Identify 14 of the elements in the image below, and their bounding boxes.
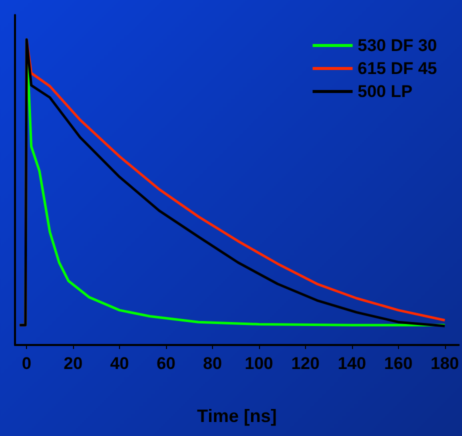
- legend-label: 530 DF 30: [358, 36, 438, 55]
- x-tick-label: 40: [110, 354, 130, 373]
- x-tick-label: 20: [64, 354, 83, 373]
- x-tick-label: 60: [156, 354, 176, 373]
- x-tick-label: 100: [244, 354, 274, 373]
- legend-label: 615 DF 45: [358, 59, 438, 78]
- legend-label: 500 LP: [358, 82, 412, 101]
- x-axis-title: Time [ns]: [197, 406, 277, 426]
- x-tick-label: 80: [203, 354, 222, 373]
- x-tick-label: 0: [22, 354, 32, 373]
- x-tick-label: 120: [291, 354, 320, 373]
- x-tick-label: 140: [338, 354, 366, 373]
- x-tick-label: 160: [384, 354, 413, 373]
- x-tick-label: 180: [430, 354, 460, 373]
